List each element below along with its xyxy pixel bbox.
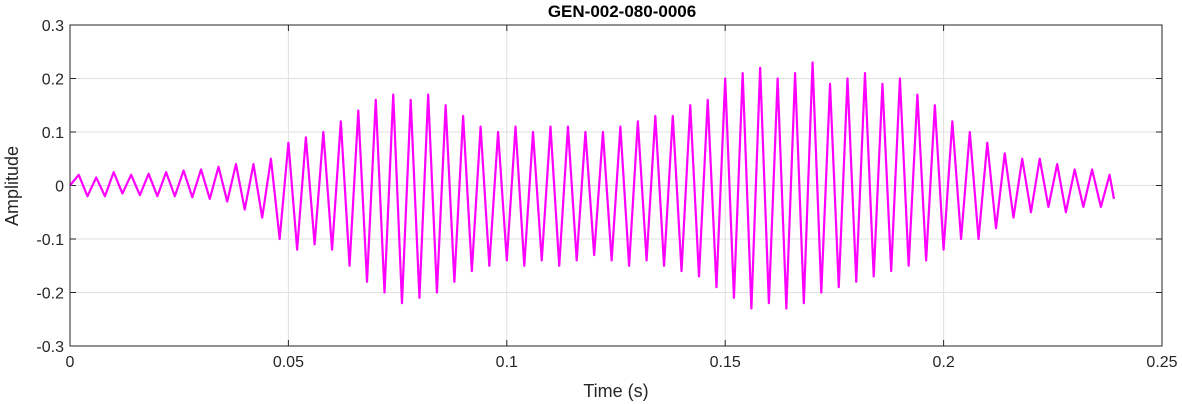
y-tick-label: -0.1: [36, 232, 64, 249]
y-axis-label: Amplitude: [2, 146, 22, 226]
axes-box: [69, 24, 1163, 347]
x-tick-label: 0.15: [710, 354, 741, 371]
y-tick-label: 0.3: [42, 18, 64, 35]
x-tick-label: 0: [66, 354, 75, 371]
y-tick-label: -0.3: [36, 339, 64, 356]
y-tick-label: 0.1: [42, 125, 64, 142]
chart-title: GEN-002-080-0006: [548, 2, 696, 21]
x-axis-ticks: 0 0.05 0.1 0.15 0.2 0.25: [66, 25, 1178, 371]
series-line: [69, 61, 1116, 310]
x-tick-label: 0.25: [1146, 354, 1177, 371]
y-tick-label: 0.2: [42, 72, 64, 89]
y-tick-label: 0: [55, 179, 64, 196]
y-tick-label: -0.2: [36, 286, 64, 303]
x-tick-label: 0.1: [496, 354, 518, 371]
x-tick-label: 0.05: [273, 354, 304, 371]
x-axis-label: Time (s): [583, 381, 648, 401]
x-tick-label: 0.2: [932, 354, 954, 371]
y-axis-ticks: -0.3 -0.2 -0.1 0 0.1 0.2 0.3: [36, 18, 1162, 356]
